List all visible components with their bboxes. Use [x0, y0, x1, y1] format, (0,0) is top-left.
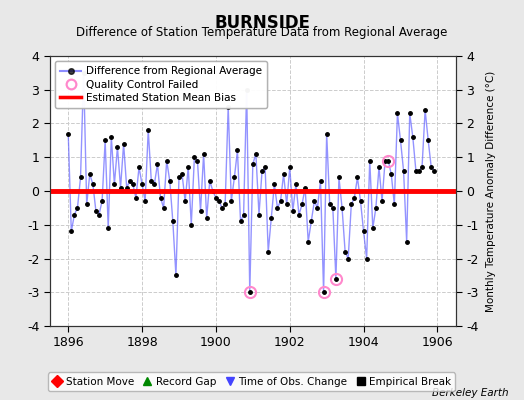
Y-axis label: Monthly Temperature Anomaly Difference (°C): Monthly Temperature Anomaly Difference (…	[486, 70, 496, 312]
Text: Berkeley Earth: Berkeley Earth	[432, 388, 508, 398]
Legend: Station Move, Record Gap, Time of Obs. Change, Empirical Break: Station Move, Record Gap, Time of Obs. C…	[48, 372, 455, 391]
Legend: Difference from Regional Average, Quality Control Failed, Estimated Station Mean: Difference from Regional Average, Qualit…	[55, 61, 267, 108]
Text: Difference of Station Temperature Data from Regional Average: Difference of Station Temperature Data f…	[77, 26, 447, 39]
Text: BURNSIDE: BURNSIDE	[214, 14, 310, 32]
